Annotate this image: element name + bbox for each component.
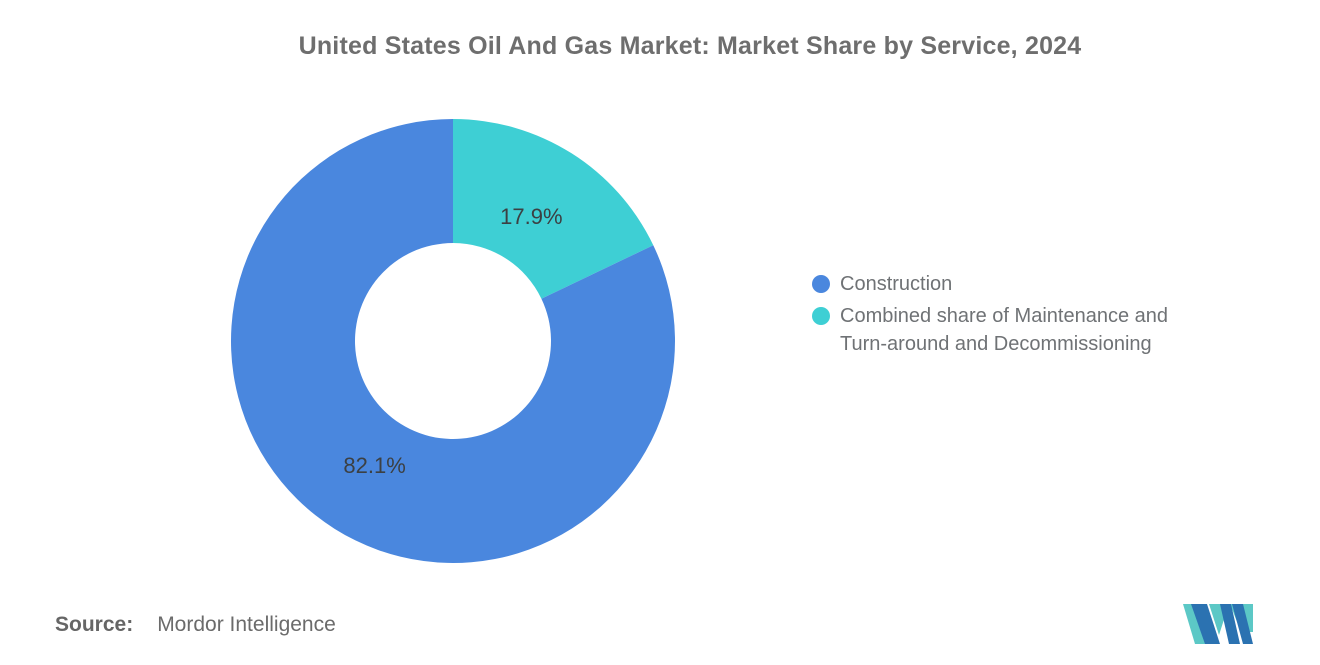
- legend-label-construction: Construction: [840, 273, 953, 295]
- source-label: Source:: [55, 613, 134, 636]
- logo-mark: [1183, 604, 1253, 644]
- legend-item-construction[interactable]: Construction: [812, 270, 1218, 298]
- pie-slice-combined[interactable]: [453, 119, 654, 299]
- legend-label-combined-services: Combined share of Maintenance and Turn-a…: [840, 305, 1168, 355]
- legend-marker-construction: [812, 275, 830, 293]
- chart-title: United States Oil And Gas Market: Market…: [298, 32, 1082, 60]
- legend-marker-combined-services: [812, 307, 830, 325]
- source-attribution: Source: Mordor Intelligence: [55, 613, 336, 637]
- chart-legend: Construction Combined share of Maintenan…: [812, 270, 1218, 358]
- source-value: Mordor Intelligence: [157, 613, 336, 636]
- pie-slice-label: 17.9%: [500, 204, 562, 229]
- legend-item-combined-services[interactable]: Combined share of Maintenance and Turn-a…: [812, 302, 1218, 358]
- pie-slice-construction[interactable]: [231, 119, 676, 563]
- pie-slice-label: 82.1%: [343, 453, 405, 478]
- mordor-intelligence-logo: [1183, 604, 1253, 644]
